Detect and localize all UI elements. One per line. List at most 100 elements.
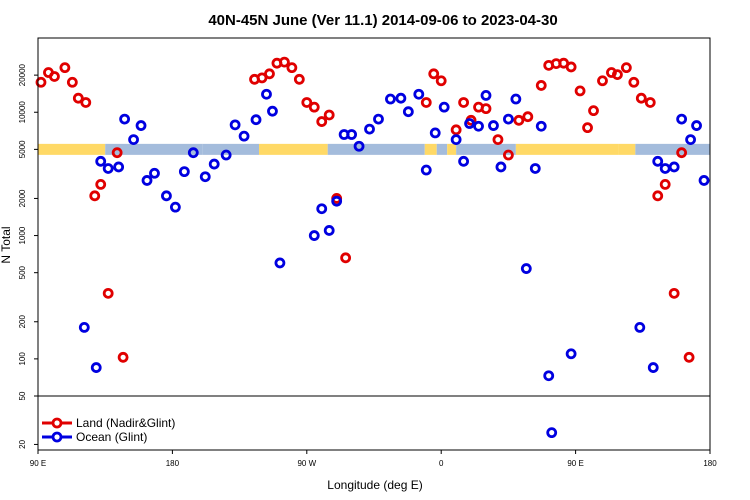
plot-frame: 100 200 500 1000 2000 5000 10000 20000 50 20 90 E 1… [18, 37, 717, 468]
ocean-point [520, 263, 532, 274]
land-point [95, 178, 107, 190]
inset-y-tick-label: 20 [18, 439, 27, 448]
x-tick-label: 180 [166, 459, 180, 468]
y-axis-label: N Total [0, 226, 13, 263]
ocean-point [473, 120, 484, 132]
ocean-point [274, 257, 286, 269]
ocean-point [331, 195, 343, 207]
land-point [659, 178, 671, 190]
coverage-band [38, 143, 710, 155]
ocean-point [220, 149, 232, 161]
ocean-point [238, 130, 250, 142]
ocean-point [323, 225, 335, 236]
y-tick-label: 20000 [18, 63, 27, 86]
ocean-point [316, 203, 328, 215]
ocean-point [438, 101, 450, 113]
ocean-point [413, 88, 425, 100]
ocean-point [346, 129, 358, 140]
land-point [49, 71, 60, 82]
ocean-point [128, 134, 139, 146]
ocean-point [480, 89, 492, 101]
land-point [522, 111, 534, 123]
y-tick-label: 100 [18, 352, 27, 366]
band-segment-ocean [486, 143, 516, 155]
legend-swatch-marker [51, 431, 63, 443]
plot-border [37, 37, 711, 451]
ocean-point [647, 362, 659, 373]
ocean-point [502, 113, 514, 125]
land-point [597, 75, 608, 87]
land-point [683, 351, 695, 363]
land-point [308, 101, 320, 113]
y-tick-label: 2000 [18, 189, 27, 207]
band-segment-land [38, 143, 106, 155]
land-point [492, 134, 504, 146]
legend-label: Land (Nadir&Glint) [76, 416, 175, 430]
land-point [293, 73, 305, 85]
ocean-point [495, 161, 507, 173]
band-segment-ocean [436, 143, 448, 155]
x-tick-label: 0 [439, 459, 444, 468]
ocean-point [395, 92, 407, 104]
land-point [588, 105, 599, 117]
land-point [35, 76, 47, 88]
ocean-point [95, 155, 107, 167]
land-point [644, 97, 656, 108]
land-point [676, 147, 688, 159]
ocean-point [385, 93, 396, 105]
ocean-point [169, 201, 181, 213]
ocean-point [187, 147, 199, 159]
data-points [35, 56, 710, 439]
y-tick-label: 1000 [18, 226, 27, 244]
y-tick-label: 500 [18, 265, 27, 279]
land-point [428, 68, 440, 80]
ocean-point [161, 190, 172, 202]
ocean-point [364, 123, 375, 135]
band-segment-ocean [456, 143, 486, 155]
land-point [316, 116, 328, 127]
ocean-point [267, 105, 278, 117]
ocean-point [261, 88, 272, 100]
land-point [72, 92, 84, 104]
ocean-point [546, 427, 558, 439]
land-point [59, 62, 71, 74]
land-point [620, 62, 632, 74]
ocean-point [458, 155, 470, 167]
ocean-point [510, 93, 522, 105]
ocean-point [698, 175, 710, 186]
ocean-point [668, 161, 680, 173]
ocean-point [450, 134, 462, 146]
ocean-point [420, 164, 432, 176]
ocean-point [135, 120, 147, 131]
land-point [278, 56, 290, 68]
land-point [565, 61, 577, 73]
land-point [450, 124, 462, 136]
band-segment-ocean [105, 143, 203, 155]
ocean-point [90, 362, 102, 373]
land-point [652, 190, 664, 202]
ocean-point [178, 166, 190, 178]
land-point [458, 97, 470, 108]
y-tick-label: 5000 [18, 140, 27, 158]
land-point [301, 97, 313, 108]
land-point [635, 92, 647, 104]
land-point [111, 147, 123, 159]
ocean-point [199, 171, 211, 183]
y-tick-label: 10000 [18, 101, 27, 124]
legend-swatch-marker [51, 417, 63, 429]
x-axis-label: Longitude (deg E) [327, 478, 422, 492]
ocean-point [676, 113, 688, 125]
band-segment-land [447, 143, 457, 155]
land-point [323, 109, 335, 121]
y-tick-label: 50 [18, 391, 27, 400]
legend: Land (Nadir&Glint)Ocean (Glint) [42, 416, 175, 444]
band-segment-ocean [635, 143, 710, 155]
land-point [668, 287, 680, 299]
land-point [628, 76, 640, 88]
land-point [535, 80, 547, 91]
land-point [513, 114, 525, 126]
land-point [80, 97, 92, 108]
ocean-point [208, 158, 220, 170]
x-tick-label: 90 E [30, 459, 46, 468]
ocean-point [353, 140, 365, 152]
